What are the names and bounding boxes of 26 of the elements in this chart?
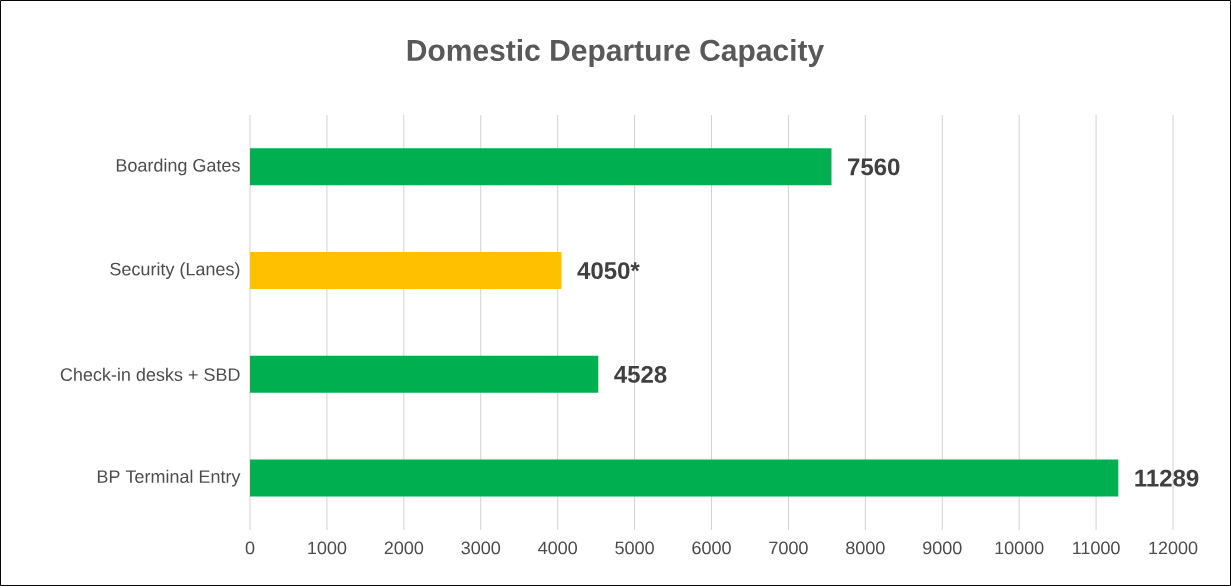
y-tick-label: Security (Lanes) xyxy=(110,262,240,280)
x-tick-label: 4000 xyxy=(538,541,577,555)
chart-title: Domestic Departure Capacity xyxy=(407,39,825,67)
y-tick-label: Boarding Gates xyxy=(116,158,240,176)
y-tick-label: BP Terminal Entry xyxy=(97,469,241,487)
data-label: 4050* xyxy=(577,262,640,280)
x-tick-label: 9000 xyxy=(923,541,962,555)
y-tick-label: Check-in desks + SBD xyxy=(60,367,240,381)
data-label: 4528 xyxy=(614,365,667,383)
bar xyxy=(250,148,832,186)
x-tick-label: 12000 xyxy=(1149,541,1198,555)
x-tick-label: 7000 xyxy=(769,541,808,555)
x-tick-label: 11000 xyxy=(1073,541,1120,555)
bar xyxy=(250,459,1119,497)
bar xyxy=(250,355,599,393)
x-tick-label: 0 xyxy=(245,541,255,555)
x-tick-label: 5000 xyxy=(615,541,654,555)
bar xyxy=(250,252,562,290)
x-tick-label: 2000 xyxy=(384,541,424,555)
x-tick-label: 10000 xyxy=(995,541,1044,555)
x-tick-label: 8000 xyxy=(846,541,885,555)
x-tick-label: 6000 xyxy=(692,541,731,555)
x-tick-label: 3000 xyxy=(461,541,501,555)
x-tick-label: 1000 xyxy=(308,541,347,555)
data-label: 11289 xyxy=(1135,469,1199,487)
data-label: 7560 xyxy=(848,158,900,176)
